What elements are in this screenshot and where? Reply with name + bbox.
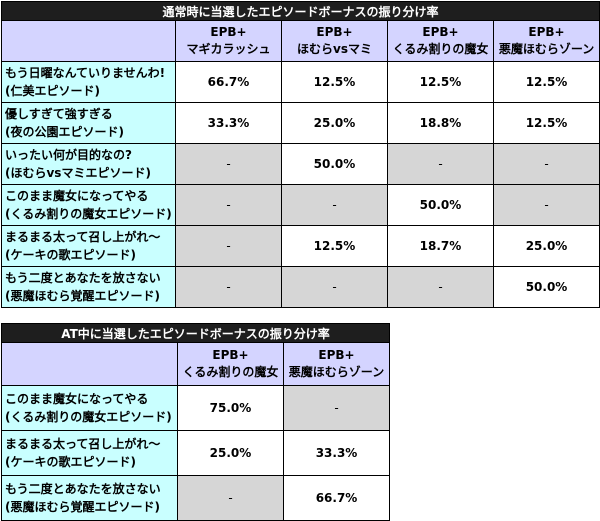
table-cell: 33.3% bbox=[175, 102, 282, 144]
table-cell: 50.0% bbox=[281, 143, 388, 185]
table-row: もう二度とあなたを放さない (悪魔ほむら覚醒エピソード) - 66.7% bbox=[1, 475, 391, 521]
table-cell: - bbox=[492, 184, 600, 226]
table-title: 通常時に当選したエピソードボーナスの振り分け率 bbox=[0, 1, 600, 21]
table-cell: - bbox=[282, 385, 391, 431]
row-label: もう二度とあなたを放さない (悪魔ほむら覚醒エピソード) bbox=[1, 266, 176, 308]
column-header: EPB+ ほむらvsマミ bbox=[281, 20, 388, 62]
corner-cell bbox=[1, 342, 178, 386]
table-cell: - bbox=[281, 266, 388, 308]
table-cell: 18.7% bbox=[387, 225, 494, 267]
table-cell: 12.5% bbox=[281, 61, 388, 103]
row-label: いったい何が目的なの? (ほむらvsマミエピソード) bbox=[1, 143, 176, 185]
table-cell: - bbox=[175, 266, 282, 308]
normal-distribution-table: 通常時に当選したエピソードボーナスの振り分け率 EPB+ マギカラッシュ EPB+… bbox=[0, 1, 600, 308]
table-cell: 75.0% bbox=[177, 385, 284, 431]
table-row: まるまる太って召し上がれ～ (ケーキの歌エピソード) 25.0% 33.3% bbox=[1, 430, 391, 476]
row-label: もう二度とあなたを放さない (悪魔ほむら覚醒エピソード) bbox=[1, 475, 178, 521]
at-distribution-table: AT中に当選したエピソードボーナスの振り分け率 EPB+ くるみ割りの魔女 EPB… bbox=[0, 323, 391, 521]
table-cell: - bbox=[177, 475, 284, 521]
table-cell: 25.0% bbox=[281, 102, 388, 144]
table-row: このまま魔女になってやる (くるみ割りの魔女エピソード) - - 50.0% - bbox=[1, 184, 600, 226]
table-cell: 12.5% bbox=[492, 61, 600, 103]
row-label: まるまる太って召し上がれ～ (ケーキの歌エピソード) bbox=[1, 430, 178, 476]
row-label: 優しすぎて強すぎる (夜の公園エピソード) bbox=[1, 102, 176, 144]
table-row: まるまる太って召し上がれ～ (ケーキの歌エピソード) - 12.5% 18.7% … bbox=[1, 225, 600, 267]
table-cell: 33.3% bbox=[282, 430, 391, 476]
table-row: このまま魔女になってやる (くるみ割りの魔女エピソード) 75.0% - bbox=[1, 385, 391, 431]
row-label: このまま魔女になってやる (くるみ割りの魔女エピソード) bbox=[1, 184, 176, 226]
table-cell: 66.7% bbox=[175, 61, 282, 103]
table-row: もう日曜なんていりませんわ! (仁美エピソード) 66.7% 12.5% 12.5… bbox=[1, 61, 600, 103]
row-label: まるまる太って召し上がれ～ (ケーキの歌エピソード) bbox=[1, 225, 176, 267]
row-label: もう日曜なんていりませんわ! (仁美エピソード) bbox=[1, 61, 176, 103]
table-cell: - bbox=[492, 143, 600, 185]
table-cell: 25.0% bbox=[177, 430, 284, 476]
corner-cell bbox=[1, 20, 176, 62]
table-row: 優しすぎて強すぎる (夜の公園エピソード) 33.3% 25.0% 18.8% 1… bbox=[1, 102, 600, 144]
table-cell: 66.7% bbox=[282, 475, 391, 521]
table-row: いったい何が目的なの? (ほむらvsマミエピソード) - 50.0% - - bbox=[1, 143, 600, 185]
table-cell: - bbox=[175, 225, 282, 267]
table-cell: 12.5% bbox=[492, 102, 600, 144]
table-cell: 12.5% bbox=[387, 61, 494, 103]
table-cell: 25.0% bbox=[492, 225, 600, 267]
table-cell: 50.0% bbox=[387, 184, 494, 226]
column-header: EPB+ マギカラッシュ bbox=[175, 20, 282, 62]
column-header: EPB+ くるみ割りの魔女 bbox=[387, 20, 494, 62]
column-header: EPB+ 悪魔ほむらゾーン bbox=[492, 20, 600, 62]
table-cell: - bbox=[387, 143, 494, 185]
table-cell: - bbox=[175, 184, 282, 226]
table-cell: 18.8% bbox=[387, 102, 494, 144]
table-cell: - bbox=[387, 266, 494, 308]
row-label: このまま魔女になってやる (くるみ割りの魔女エピソード) bbox=[1, 385, 178, 431]
table-row: もう二度とあなたを放さない (悪魔ほむら覚醒エピソード) - - - 50.0% bbox=[1, 266, 600, 308]
column-header: EPB+ くるみ割りの魔女 bbox=[177, 342, 284, 386]
table-cell: - bbox=[175, 143, 282, 185]
table-cell: 50.0% bbox=[492, 266, 600, 308]
table-cell: - bbox=[281, 184, 388, 226]
column-header: EPB+ 悪魔ほむらゾーン bbox=[282, 342, 391, 386]
table-title: AT中に当選したエピソードボーナスの振り分け率 bbox=[0, 323, 391, 343]
table-cell: 12.5% bbox=[281, 225, 388, 267]
